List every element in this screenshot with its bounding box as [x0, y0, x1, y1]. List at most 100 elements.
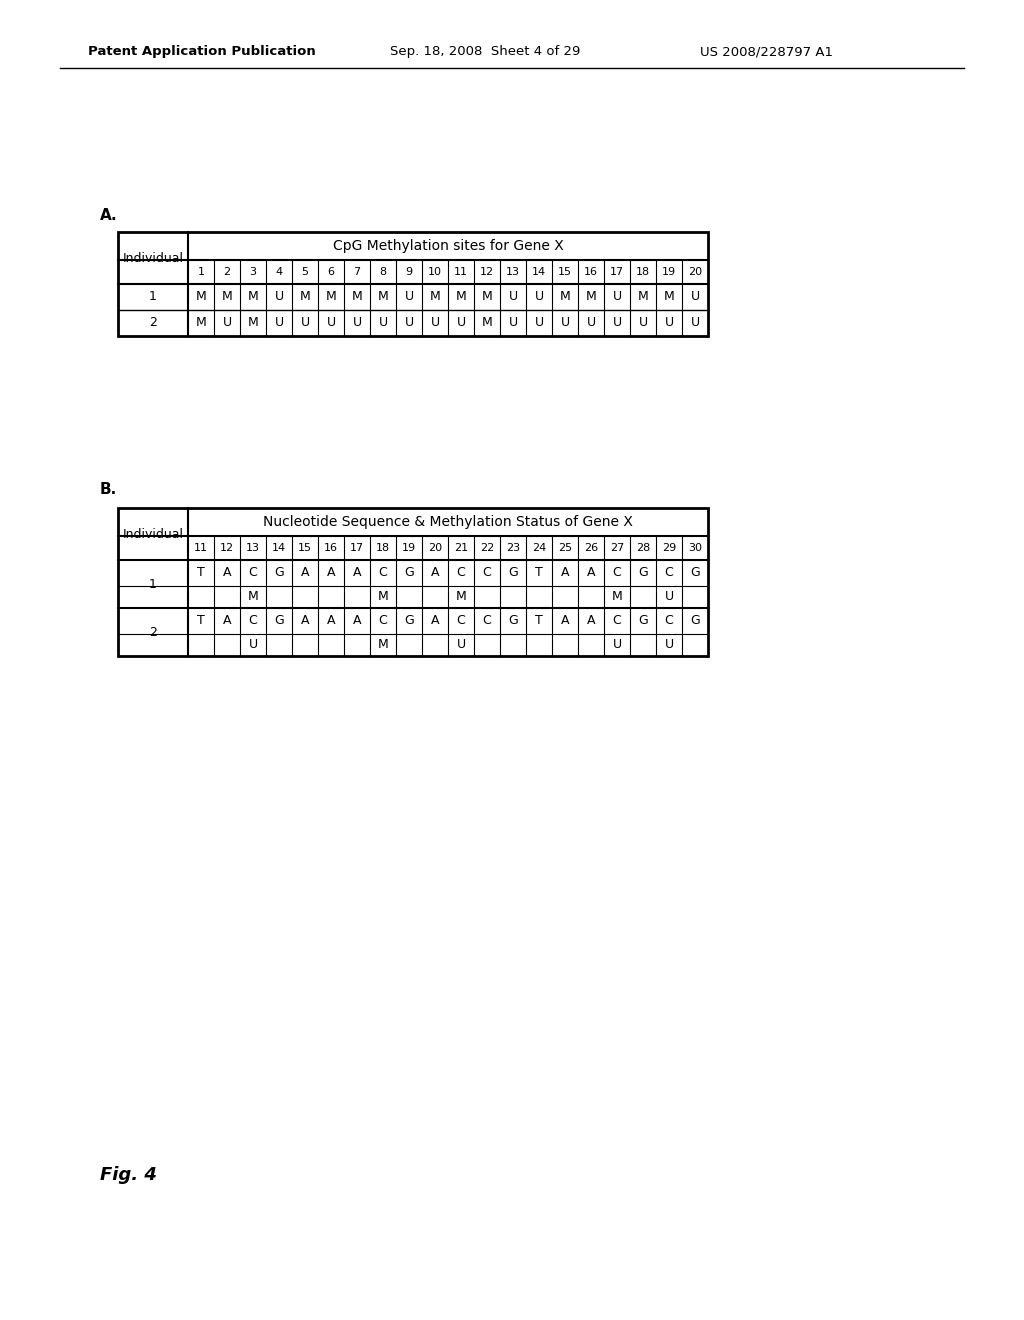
Text: U: U [379, 317, 387, 330]
Text: 14: 14 [531, 267, 546, 277]
Text: 23: 23 [506, 543, 520, 553]
Text: A: A [587, 615, 595, 627]
Text: 11: 11 [454, 267, 468, 277]
Text: T: T [536, 566, 543, 579]
Text: A: A [431, 566, 439, 579]
Text: C: C [612, 566, 622, 579]
Text: 15: 15 [558, 267, 572, 277]
Text: C: C [612, 615, 622, 627]
Text: C: C [482, 566, 492, 579]
Text: 30: 30 [688, 543, 702, 553]
Text: Individual: Individual [123, 528, 183, 540]
Text: 13: 13 [246, 543, 260, 553]
Text: C: C [457, 566, 465, 579]
Bar [118, 232, 708, 337]
Text: 4: 4 [275, 267, 283, 277]
Text: 11: 11 [194, 543, 208, 553]
Text: U: U [249, 639, 258, 652]
Text: U: U [509, 290, 517, 304]
Text: M: M [248, 590, 258, 603]
Text: U: U [327, 317, 336, 330]
Text: C: C [249, 566, 257, 579]
Text: U: U [430, 317, 439, 330]
Text: M: M [378, 290, 388, 304]
Text: 28: 28 [636, 543, 650, 553]
Text: M: M [638, 290, 648, 304]
Text: 16: 16 [324, 543, 338, 553]
Text: A: A [223, 615, 231, 627]
Text: U: U [535, 290, 544, 304]
Text: T: T [198, 615, 205, 627]
Text: 6: 6 [328, 267, 335, 277]
Text: 12: 12 [220, 543, 234, 553]
Text: 16: 16 [584, 267, 598, 277]
Text: 13: 13 [506, 267, 520, 277]
Text: A: A [301, 566, 309, 579]
Text: 3: 3 [250, 267, 256, 277]
Text: U: U [638, 317, 647, 330]
Text: M: M [300, 290, 310, 304]
Text: B.: B. [100, 483, 118, 498]
Text: C: C [482, 615, 492, 627]
Text: 20: 20 [428, 543, 442, 553]
Text: M: M [611, 590, 623, 603]
Text: 27: 27 [610, 543, 624, 553]
Text: G: G [404, 615, 414, 627]
Text: 12: 12 [480, 267, 494, 277]
Text: T: T [198, 566, 205, 579]
Text: 19: 19 [402, 543, 416, 553]
Text: 29: 29 [662, 543, 676, 553]
Text: Patent Application Publication: Patent Application Publication [88, 45, 315, 58]
Text: M: M [248, 317, 258, 330]
Text: G: G [690, 566, 699, 579]
Text: 26: 26 [584, 543, 598, 553]
Text: M: M [378, 639, 388, 652]
Text: 25: 25 [558, 543, 572, 553]
Text: 18: 18 [636, 267, 650, 277]
Text: 8: 8 [380, 267, 387, 277]
Text: 21: 21 [454, 543, 468, 553]
Text: M: M [221, 290, 232, 304]
Text: U: U [535, 317, 544, 330]
Text: 2: 2 [150, 317, 157, 330]
Text: C: C [379, 566, 387, 579]
Text: A: A [301, 615, 309, 627]
Text: U: U [690, 290, 699, 304]
Text: U: U [612, 317, 622, 330]
Text: 14: 14 [272, 543, 286, 553]
Text: M: M [196, 290, 207, 304]
Text: 1: 1 [150, 290, 157, 304]
Text: M: M [326, 290, 336, 304]
Text: A: A [587, 566, 595, 579]
Text: 2: 2 [150, 626, 157, 639]
Text: A: A [561, 615, 569, 627]
Text: C: C [379, 615, 387, 627]
Text: US 2008/228797 A1: US 2008/228797 A1 [700, 45, 833, 58]
Text: M: M [378, 590, 388, 603]
Text: 15: 15 [298, 543, 312, 553]
Text: G: G [508, 615, 518, 627]
Text: U: U [457, 639, 466, 652]
Text: 5: 5 [301, 267, 308, 277]
Text: A.: A. [100, 207, 118, 223]
Text: 9: 9 [406, 267, 413, 277]
Text: A: A [327, 615, 335, 627]
Text: C: C [665, 615, 674, 627]
Text: A: A [561, 566, 569, 579]
Text: G: G [508, 566, 518, 579]
Text: A: A [352, 615, 361, 627]
Text: Individual: Individual [123, 252, 183, 264]
Text: 17: 17 [610, 267, 624, 277]
Text: M: M [351, 290, 362, 304]
Text: 7: 7 [353, 267, 360, 277]
Text: 19: 19 [662, 267, 676, 277]
Text: G: G [274, 566, 284, 579]
Text: U: U [665, 639, 674, 652]
Text: Sep. 18, 2008  Sheet 4 of 29: Sep. 18, 2008 Sheet 4 of 29 [390, 45, 581, 58]
Text: M: M [664, 290, 675, 304]
Text: G: G [690, 615, 699, 627]
Text: U: U [560, 317, 569, 330]
Text: Fig. 4: Fig. 4 [100, 1166, 157, 1184]
Text: U: U [300, 317, 309, 330]
Text: M: M [560, 290, 570, 304]
